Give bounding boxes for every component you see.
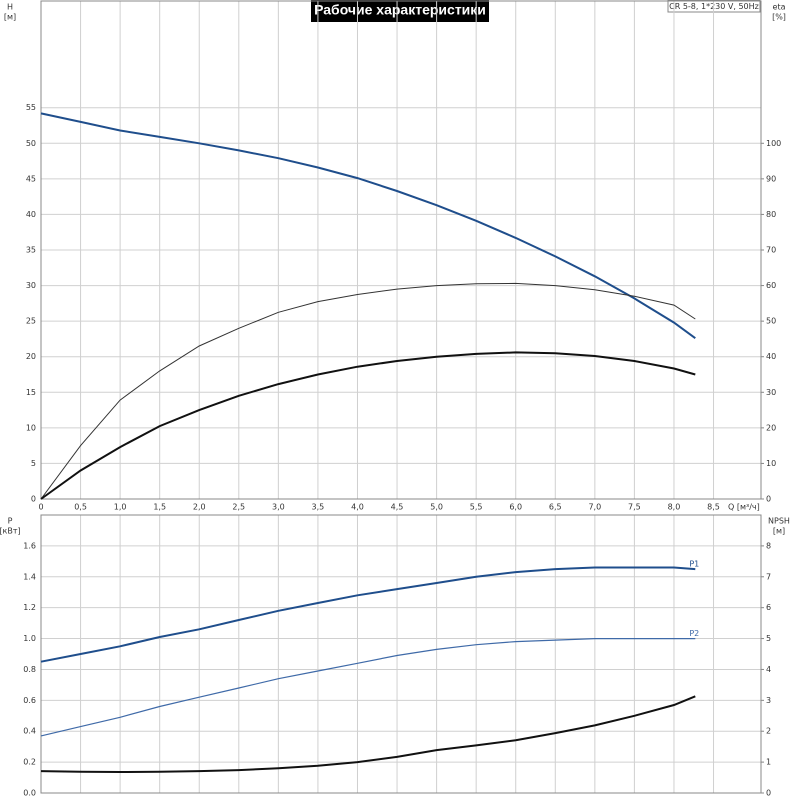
title-box [311,0,489,22]
y2-tick-label: 0 [766,495,771,504]
y-tick-label: 25 [26,317,36,326]
y-tick-label: 0.2 [23,758,36,767]
plot-frame [40,514,762,794]
x-tick-label: 3,5 [312,503,325,512]
plot-frame [40,0,762,500]
y-tick-label: 0.6 [23,696,36,705]
y2-tick-label: 80 [766,210,776,219]
x-tick-label: 6,0 [509,503,522,512]
x-tick-label: 6,5 [549,503,562,512]
x-tick-label: 0 [38,503,43,512]
y2-axis-unit: [%] [772,13,786,22]
y-axis-label: P [8,517,13,526]
curve [40,566,696,663]
x-axis-label: Q [м³/ч] [728,503,760,512]
y-tick-label: 55 [26,103,36,112]
y-tick-label: 15 [26,388,36,397]
y-tick-label: 0.4 [23,727,36,736]
y-tick-label: 1.4 [23,572,36,581]
y2-tick-label: 30 [766,388,776,397]
x-tick-label: 4,5 [391,503,404,512]
y2-tick-label: 7 [766,572,771,581]
x-tick-label: 8,0 [668,503,681,512]
y-tick-label: 0 [31,495,36,504]
curve [40,351,696,500]
x-tick-label: 2,5 [232,503,245,512]
x-tick-label: 3,0 [272,503,285,512]
x-tick-label: 2,0 [193,503,206,512]
y-tick-label: 20 [26,352,36,361]
curve-label: P2 [689,629,699,638]
y2-tick-label: 100 [766,139,781,148]
x-tick-label: 7,5 [628,503,641,512]
y-tick-label: 0.8 [23,665,36,674]
y2-tick-label: 20 [766,423,776,432]
y2-axis-unit: [м] [773,527,785,536]
y-axis-unit: [кВт] [0,527,21,536]
y-tick-label: 5 [31,459,36,468]
curve [40,112,696,340]
y2-tick-label: 2 [766,727,771,736]
x-tick-label: 7,0 [588,503,601,512]
curve-label: P1 [689,560,699,569]
y-tick-label: 40 [26,210,36,219]
curve [40,282,696,500]
y-tick-label: 1.6 [23,541,36,550]
y2-tick-label: 3 [766,696,771,705]
y-tick-label: 35 [26,246,36,255]
x-tick-label: 4,0 [351,503,364,512]
x-tick-label: 1,0 [114,503,127,512]
y2-axis-label: NPSH [768,517,790,526]
y2-tick-label: 4 [766,665,771,674]
y-tick-label: 1.0 [23,634,36,643]
y-tick-label: 30 [26,281,36,290]
y2-tick-label: 70 [766,246,776,255]
y-tick-label: 45 [26,174,36,183]
curve [40,695,696,774]
y2-tick-label: 5 [766,634,771,643]
y-axis-unit: [м] [4,13,16,22]
y2-tick-label: 0 [766,789,771,798]
x-tick-label: 8,5 [707,503,720,512]
y-tick-label: 0.0 [23,789,36,798]
y-tick-label: 50 [26,139,36,148]
y2-axis-label: eta [773,3,786,12]
chart-title: Рабочие характеристики [314,2,486,18]
x-tick-label: 0,5 [74,503,87,512]
y2-tick-label: 90 [766,174,776,183]
y-axis-label: H [7,3,13,12]
x-tick-label: 5,0 [430,503,443,512]
y2-tick-label: 60 [766,281,776,290]
y-tick-label: 10 [26,423,36,432]
y2-tick-label: 8 [766,541,771,550]
x-tick-label: 5,5 [470,503,483,512]
y2-tick-label: 6 [766,603,771,612]
x-tick-label: 1,5 [153,503,166,512]
y2-tick-label: 1 [766,758,771,767]
y2-tick-label: 10 [766,459,776,468]
curve [40,638,696,737]
y2-tick-label: 50 [766,317,776,326]
y2-tick-label: 40 [766,352,776,361]
y-tick-label: 1.2 [23,603,36,612]
